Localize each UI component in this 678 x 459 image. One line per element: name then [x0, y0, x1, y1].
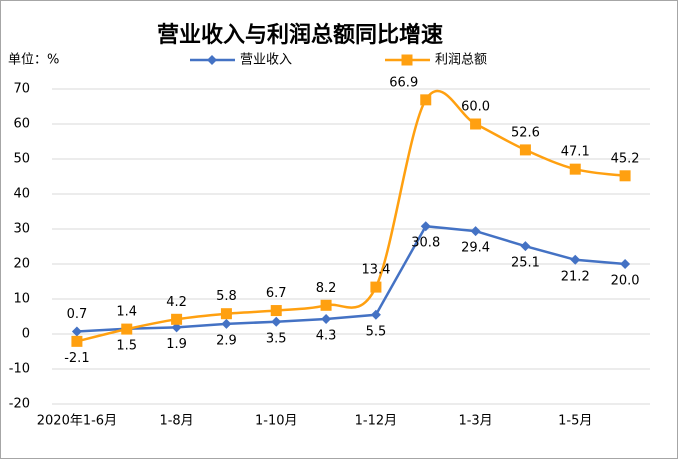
data-label: 1.9 [166, 337, 187, 352]
x-tick-label: 1-10月 [255, 414, 298, 429]
data-point [121, 323, 133, 335]
data-label: 47.1 [561, 145, 590, 160]
data-point [270, 305, 282, 317]
y-tick-label: -20 [9, 397, 30, 412]
data-label: 4.3 [316, 328, 337, 343]
data-point [420, 94, 432, 106]
x-tick-label: 1-3月 [458, 414, 492, 429]
y-tick-label: 10 [13, 292, 30, 307]
data-point [470, 118, 482, 130]
data-label: 52.6 [511, 125, 540, 140]
legend-label: 利润总额 [435, 53, 487, 68]
y-tick-label: 40 [13, 187, 30, 202]
data-label: 60.0 [461, 100, 490, 115]
data-point [271, 316, 282, 327]
data-point [570, 254, 581, 265]
data-point [220, 308, 232, 320]
data-point [370, 281, 382, 293]
data-label: 29.4 [461, 241, 490, 256]
data-point [221, 318, 232, 329]
y-tick-label: 50 [13, 152, 30, 167]
y-unit-label: 单位：% [8, 53, 59, 68]
data-label: 5.8 [216, 289, 237, 304]
y-tick-label: 60 [13, 117, 30, 132]
y-tick-label: 0 [22, 327, 30, 342]
data-point [171, 313, 183, 325]
data-label: 20.0 [611, 274, 640, 289]
data-label: 30.8 [411, 236, 440, 251]
data-point [619, 170, 631, 182]
data-label: 6.7 [266, 286, 287, 301]
data-label: 0.7 [67, 307, 88, 322]
data-label: 1.5 [116, 338, 137, 353]
data-point [370, 309, 381, 320]
y-tick-label: 20 [13, 257, 30, 272]
data-point [470, 226, 481, 237]
data-label: 45.2 [611, 151, 640, 166]
data-label: 13.4 [361, 263, 390, 278]
y-tick-label: -10 [9, 362, 30, 377]
y-tick-label: 70 [13, 82, 30, 97]
data-point [321, 313, 332, 324]
data-point [171, 322, 182, 333]
data-label: 66.9 [389, 75, 418, 90]
y-tick-label: 30 [13, 222, 30, 237]
data-point [519, 144, 531, 156]
data-label: 5.5 [366, 324, 387, 339]
data-label: 3.5 [266, 331, 287, 346]
data-label: -2.1 [64, 351, 89, 366]
data-point [320, 299, 332, 311]
data-label: 1.4 [116, 305, 137, 320]
data-label: 4.2 [166, 295, 187, 310]
data-point [71, 335, 83, 347]
data-point [520, 241, 531, 252]
data-point [420, 221, 431, 232]
legend-marker [401, 54, 413, 66]
legend-marker [207, 55, 217, 65]
data-point [71, 326, 82, 337]
data-label: 8.2 [316, 281, 337, 296]
x-tick-label: 1-12月 [355, 414, 398, 429]
x-tick-label: 2020年1-6月 [37, 414, 117, 429]
data-label: 25.1 [511, 256, 540, 271]
x-tick-label: 1-5月 [558, 414, 592, 429]
x-tick-label: 1-8月 [159, 414, 193, 429]
data-label: 21.2 [561, 269, 590, 284]
data-label: 2.9 [216, 333, 237, 348]
series-line [76, 224, 626, 333]
data-point [620, 259, 631, 269]
data-point [569, 163, 581, 175]
legend-label: 营业收入 [240, 53, 292, 68]
chart-title: 营业收入与利润总额同比增速 [157, 22, 443, 48]
